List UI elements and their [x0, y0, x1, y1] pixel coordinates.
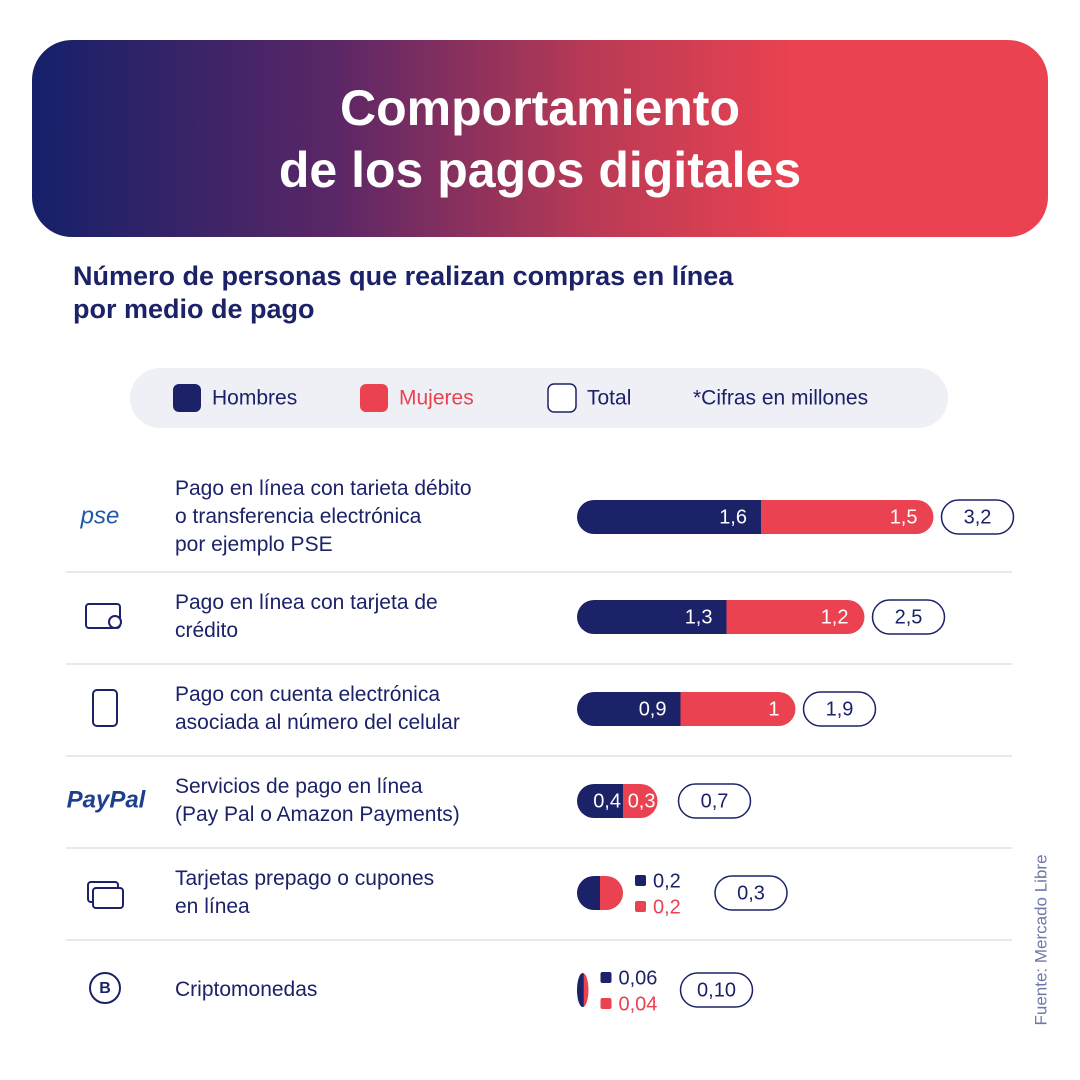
bar-segment [577, 600, 727, 634]
stacked-bar [577, 876, 623, 910]
legend-swatch [173, 384, 201, 412]
bar-segment [600, 876, 623, 910]
value-label: 0,9 [639, 698, 667, 720]
value-label: 0,04 [619, 993, 658, 1015]
total-pill [940, 499, 1015, 535]
value-label: 1,6 [719, 506, 747, 528]
stacked-bar [577, 692, 796, 726]
logo: PayPal [67, 786, 147, 813]
category-label: Pago en línea con tarieta débito o trans… [175, 477, 472, 556]
value-label: 1 [768, 698, 779, 720]
total-label: 0,10 [697, 979, 736, 1001]
legend-swatch [547, 383, 577, 413]
value-swatch [635, 875, 646, 886]
prepaid-card-icon [92, 887, 124, 909]
total-label: 1,9 [826, 698, 854, 720]
bar-segment [577, 876, 600, 910]
value-label: 0,2 [653, 870, 681, 892]
category-label: Servicios de pago en línea (Pay Pal o Am… [175, 775, 460, 826]
value-label: 0,4 [593, 790, 621, 812]
value-label: 0,3 [628, 790, 656, 812]
icons: B [85, 603, 124, 1004]
bar-segment [680, 692, 796, 726]
total-pill [679, 972, 754, 1008]
total-pill [802, 691, 877, 727]
crypto-icon [89, 972, 121, 1004]
category-label: Pago en línea con tarjeta de crédito [175, 591, 438, 642]
legend-label: Total [587, 387, 631, 410]
stacked-bar [577, 500, 934, 534]
value-swatch [600, 972, 612, 983]
bar-segment [577, 500, 761, 534]
legend-background [130, 368, 948, 428]
category-label: Criptomonedas [175, 978, 318, 1001]
value-label: 1,5 [890, 506, 918, 528]
legend-note: *Cifras en millones [693, 387, 868, 410]
stacked-bar [577, 784, 658, 818]
value-label: 1,2 [821, 606, 849, 628]
source: Fuente: Mercado Libre [1031, 854, 1050, 1025]
bar-segment [577, 692, 681, 726]
coin-icon [108, 615, 122, 629]
total-label: 3,2 [964, 506, 992, 528]
legend-label: Hombres [212, 387, 297, 410]
crypto-symbol: B [99, 980, 111, 997]
value-swatch [600, 998, 612, 1009]
value-label: 0,06 [619, 967, 658, 989]
bar-segment [577, 973, 584, 1007]
legend-swatch [360, 384, 388, 412]
total-label: 2,5 [895, 606, 923, 628]
value-label: 1,3 [685, 606, 713, 628]
bar-segment [583, 973, 589, 1007]
category-label: Pago con cuenta electrónica asociada al … [175, 683, 460, 734]
credit-card-icon [85, 603, 121, 629]
bar-segment [726, 600, 865, 634]
title-banner: Comportamiento de los pagos digitales [32, 40, 1048, 237]
total-pill [714, 875, 788, 911]
bar-segment [577, 784, 623, 818]
total-label: 0,7 [701, 790, 729, 812]
bar-segment [761, 500, 934, 534]
logo: pse [80, 502, 120, 529]
phone-icon [92, 689, 118, 727]
category-label: Tarjetas prepago o cupones en línea [175, 867, 435, 918]
total-pill [677, 783, 752, 819]
stacked-bar [577, 973, 589, 1007]
total-label: 0,3 [737, 882, 765, 904]
stacked-bar [577, 600, 865, 634]
subtitle: Número de personas que realizan compras … [73, 261, 734, 324]
legend-label: Mujeres [399, 387, 474, 410]
total-pill [871, 599, 946, 635]
bar-segment [623, 784, 658, 818]
value-swatch [635, 901, 646, 912]
value-label: 0,2 [653, 896, 681, 918]
row-separators [66, 571, 1012, 941]
